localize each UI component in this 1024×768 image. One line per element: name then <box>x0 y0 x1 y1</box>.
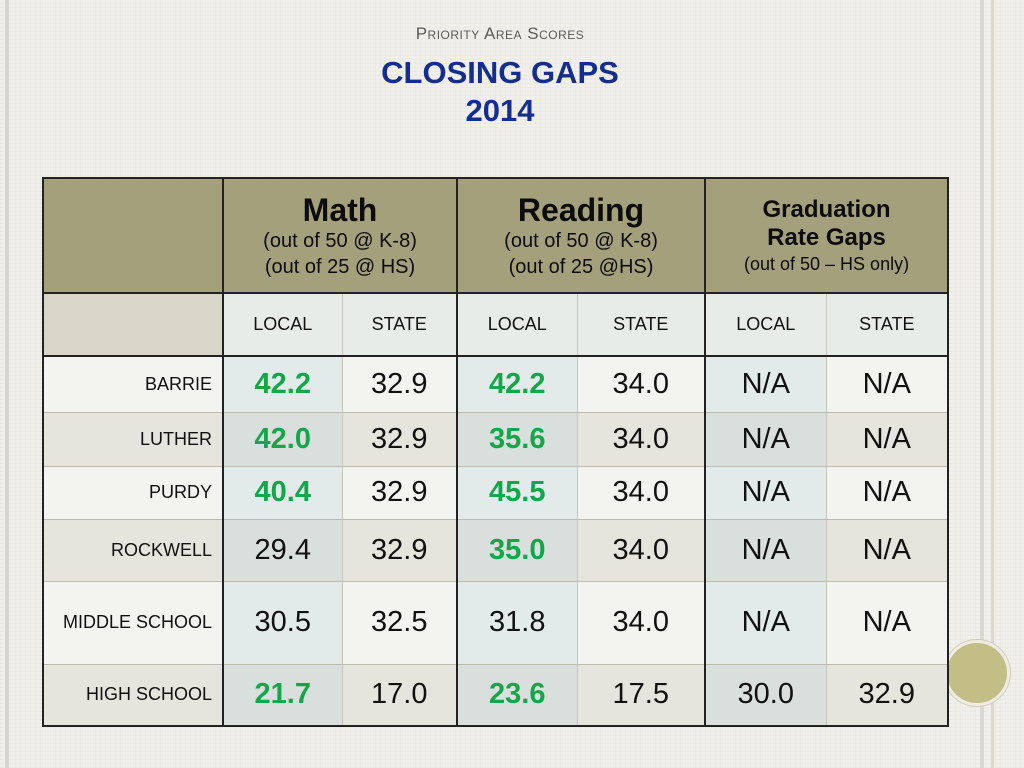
score-math-local: 29.4 <box>222 519 342 582</box>
score-math-local: 42.0 <box>222 412 342 467</box>
score-math-local: 21.7 <box>222 664 342 726</box>
table-body: BARRIE 42.2 32.9 42.2 34.0 N/A N/A LUTHER 42.0 32… <box>43 356 949 726</box>
score-reading-state: 34.0 <box>576 581 706 665</box>
right-border-decoration-inner <box>991 0 994 768</box>
subheader-math-local: LOCAL <box>222 293 342 357</box>
school-name: MIDDLE SCHOOL <box>43 581 223 665</box>
score-reading-state: 34.0 <box>576 519 706 582</box>
slide-title: CLOSING GAPS 2014 <box>0 54 1000 130</box>
slide-corner-circle <box>944 640 1010 706</box>
reading-note-hs: (out of 25 @HS) <box>508 255 654 278</box>
school-name: BARRIE <box>43 356 223 413</box>
score-reading-local: 23.6 <box>456 664 578 726</box>
subheader-grad-local: LOCAL <box>704 293 827 357</box>
subheader-reading-local: LOCAL <box>456 293 578 357</box>
score-grad-state: N/A <box>825 581 949 665</box>
subheader-blank-cell <box>43 293 223 357</box>
score-reading-local: 35.6 <box>456 412 578 467</box>
score-math-state: 32.5 <box>341 581 458 665</box>
score-reading-local: 42.2 <box>456 356 578 413</box>
score-math-state: 32.9 <box>341 466 458 520</box>
score-reading-state: 34.0 <box>576 412 706 467</box>
score-grad-local: N/A <box>704 466 827 520</box>
subheader-math-state: STATE <box>341 293 458 357</box>
score-grad-state: N/A <box>825 356 949 413</box>
table-row: HIGH SCHOOL 21.7 17.0 23.6 17.5 30.0 32.9 <box>43 664 949 726</box>
graduation-title-1: Graduation <box>762 195 891 223</box>
left-border-decoration <box>5 0 9 768</box>
graduation-header: Graduation Rate Gaps (out of 50 – HS onl… <box>704 177 950 294</box>
table-row: PURDY 40.4 32.9 45.5 34.0 N/A N/A <box>43 466 949 520</box>
reading-note-k8: (out of 50 @ K-8) <box>504 229 658 252</box>
score-grad-local: N/A <box>704 519 827 582</box>
scores-table: Math (out of 50 @ K-8) (out of 25 @ HS) … <box>42 177 950 727</box>
score-math-state: 32.9 <box>341 412 458 467</box>
graduation-title-2: Rate Gaps <box>767 223 886 251</box>
school-name: ROCKWELL <box>43 519 223 582</box>
score-reading-state: 34.0 <box>576 466 706 520</box>
score-reading-state: 17.5 <box>576 664 706 726</box>
school-name: LUTHER <box>43 412 223 467</box>
subheader-grad-state: STATE <box>825 293 949 357</box>
score-math-local: 30.5 <box>222 581 342 665</box>
right-border-decoration <box>980 0 984 768</box>
slide-subtitle: Priority Area Scores <box>415 24 585 43</box>
score-math-state: 17.0 <box>341 664 458 726</box>
math-header: Math (out of 50 @ K-8) (out of 25 @ HS) <box>221 177 459 294</box>
score-math-state: 32.9 <box>341 519 458 582</box>
score-reading-state: 34.0 <box>576 356 706 413</box>
score-grad-state: N/A <box>825 519 949 582</box>
score-grad-local: N/A <box>704 581 827 665</box>
score-grad-state: 32.9 <box>825 664 949 726</box>
school-name: HIGH SCHOOL <box>43 664 223 726</box>
score-reading-local: 35.0 <box>456 519 578 582</box>
table-row: ROCKWELL 29.4 32.9 35.0 34.0 N/A N/A <box>43 519 949 582</box>
graduation-note: (out of 50 – HS only) <box>743 253 910 274</box>
table-row: LUTHER 42.0 32.9 35.6 34.0 N/A N/A <box>43 412 949 467</box>
math-title: Math <box>302 191 378 228</box>
score-reading-local: 45.5 <box>456 466 578 520</box>
score-grad-local: N/A <box>704 412 827 467</box>
math-note-k8: (out of 50 @ K-8) <box>263 229 417 252</box>
score-grad-state: N/A <box>825 466 949 520</box>
reading-header: Reading (out of 50 @ K-8) (out of 25 @HS… <box>456 177 707 294</box>
score-math-local: 42.2 <box>222 356 342 413</box>
title-line-2: 2014 <box>465 93 535 128</box>
title-line-1: CLOSING GAPS <box>381 55 619 90</box>
subheader-reading-state: STATE <box>576 293 706 357</box>
score-math-state: 32.9 <box>341 356 458 413</box>
score-reading-local: 31.8 <box>456 581 578 665</box>
score-grad-state: N/A <box>825 412 949 467</box>
score-math-local: 40.4 <box>222 466 342 520</box>
table-header-row: Math (out of 50 @ K-8) (out of 25 @ HS) … <box>42 177 950 294</box>
table-row: BARRIE 42.2 32.9 42.2 34.0 N/A N/A <box>43 356 949 413</box>
subheader-row: LOCAL STATE LOCAL STATE LOCAL STATE <box>43 293 949 357</box>
score-grad-local: N/A <box>704 356 827 413</box>
school-name: PURDY <box>43 466 223 520</box>
math-note-hs: (out of 25 @ HS) <box>264 255 416 278</box>
score-grad-local: 30.0 <box>704 664 827 726</box>
table-row: MIDDLE SCHOOL 30.5 32.5 31.8 34.0 N/A N/A <box>43 581 949 665</box>
header-corner-cell <box>42 177 224 294</box>
reading-title: Reading <box>517 191 645 228</box>
